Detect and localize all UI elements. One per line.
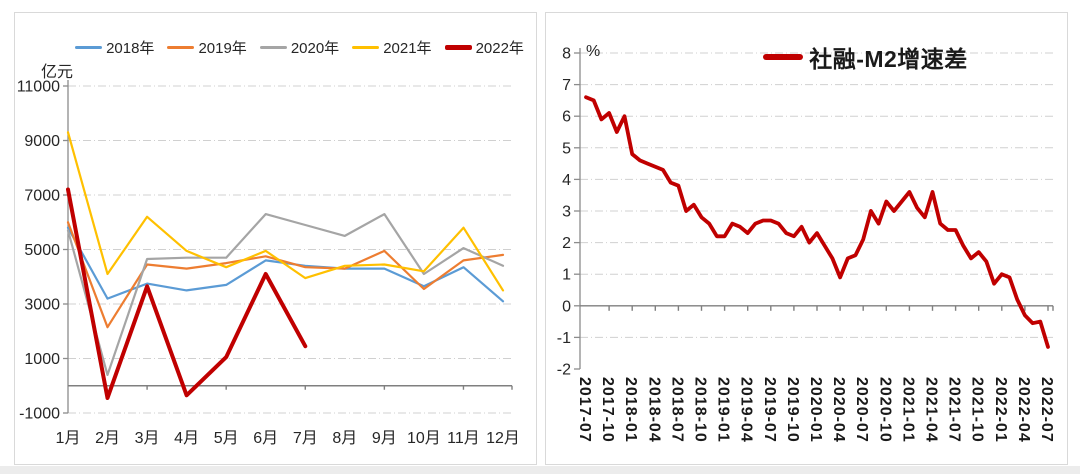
svg-text:-1: -1 xyxy=(557,330,571,347)
svg-text:9月: 9月 xyxy=(372,430,397,447)
svg-text:2017-07: 2017-07 xyxy=(576,377,593,443)
svg-text:2021-10: 2021-10 xyxy=(969,377,986,443)
series-line-2022年 xyxy=(66,187,308,400)
left-gridlines xyxy=(68,85,512,414)
svg-text:8: 8 xyxy=(562,46,571,63)
svg-text:6: 6 xyxy=(562,109,571,126)
right-y-tick-labels: 8 7 6 5 4 3 2 1 0 -1 -2 xyxy=(557,46,571,379)
svg-text:2020-07: 2020-07 xyxy=(853,377,870,443)
svg-text:5000: 5000 xyxy=(24,242,60,259)
svg-text:7月: 7月 xyxy=(293,430,318,447)
svg-text:2018-10: 2018-10 xyxy=(692,377,709,443)
svg-text:4月: 4月 xyxy=(174,430,199,447)
svg-text:5: 5 xyxy=(562,140,571,157)
svg-text:2019-04: 2019-04 xyxy=(738,377,755,443)
legend-label: 2021年 xyxy=(383,40,432,57)
series-line-社融-M2增速差 xyxy=(584,95,1050,349)
svg-text:2月: 2月 xyxy=(95,430,120,447)
legend-label: 2018年 xyxy=(106,40,155,57)
svg-text:0: 0 xyxy=(562,298,571,315)
legend-item: 2019年 xyxy=(167,37,247,58)
right-y-axis-unit-label: % xyxy=(586,43,601,60)
svg-text:2018-01: 2018-01 xyxy=(622,377,639,443)
legend-label: 2020年 xyxy=(290,40,340,57)
legend-label: 社融-M2增速差 xyxy=(809,46,968,72)
svg-text:5月: 5月 xyxy=(214,430,239,447)
svg-text:1000: 1000 xyxy=(24,351,60,368)
legend-item: 2018年 xyxy=(75,37,154,58)
svg-text:2019-10: 2019-10 xyxy=(784,377,801,443)
svg-text:2021-01: 2021-01 xyxy=(899,377,916,443)
svg-text:2020-04: 2020-04 xyxy=(830,377,847,443)
left-chart-legend: 2018年 2019年 2020年 2021年 2022年 xyxy=(15,37,536,58)
svg-text:2018-07: 2018-07 xyxy=(668,377,685,443)
legend-line-swatch xyxy=(167,46,195,49)
left-line-chart: 11000 9000 7000 5000 3000 1000 -1000 1月 2月 3月 4月 5月… xyxy=(17,79,520,448)
bottom-strip xyxy=(0,466,1080,474)
svg-text:1月: 1月 xyxy=(56,430,81,447)
svg-text:-1000: -1000 xyxy=(19,406,60,423)
svg-text:2: 2 xyxy=(562,235,571,252)
svg-text:1: 1 xyxy=(562,267,571,284)
svg-text:9000: 9000 xyxy=(24,133,60,150)
svg-text:7000: 7000 xyxy=(24,188,60,205)
svg-text:10月: 10月 xyxy=(407,430,441,447)
svg-text:6月: 6月 xyxy=(253,430,278,447)
legend-item: 2021年 xyxy=(352,37,432,58)
right-x-tick-labels: 2017-07 2017-10 2018-01 2018-04 2018-07 2018-… xyxy=(576,377,1055,443)
svg-text:2017-10: 2017-10 xyxy=(599,377,616,443)
svg-text:2020-01: 2020-01 xyxy=(807,377,824,443)
right-chart-legend: 社融-M2增速差 xyxy=(546,40,1067,74)
right-line-chart: 8 7 6 5 4 3 2 1 0 -1 -2 2017-07 2017-10 2018-01 2018-0… xyxy=(557,46,1055,443)
svg-text:2022-01: 2022-01 xyxy=(992,377,1009,443)
svg-text:2018-04: 2018-04 xyxy=(645,377,662,443)
svg-text:11000: 11000 xyxy=(17,79,60,96)
right-chart-panel: 社融-M2增速差 % 8 7 6 5 4 3 2 1 0 -1 -2 2017-07 2017-10 20… xyxy=(545,12,1068,465)
svg-text:7: 7 xyxy=(562,77,571,94)
left-x-tick-labels: 1月 2月 3月 4月 5月 6月 7月 8月 9月 10月 11月 12月 xyxy=(56,430,520,447)
legend-item: 2020年 xyxy=(259,37,340,58)
legend-line-swatch xyxy=(75,46,103,49)
svg-text:2020-10: 2020-10 xyxy=(876,377,893,443)
left-y-axis xyxy=(63,80,69,414)
svg-text:2022-07: 2022-07 xyxy=(1038,377,1055,443)
svg-text:3月: 3月 xyxy=(135,430,160,447)
svg-text:2022-04: 2022-04 xyxy=(1015,377,1032,443)
series-line-2020年 xyxy=(66,213,505,376)
svg-text:12月: 12月 xyxy=(486,430,520,447)
svg-text:11月: 11月 xyxy=(447,430,480,447)
svg-text:2021-04: 2021-04 xyxy=(923,377,940,443)
svg-text:3000: 3000 xyxy=(24,297,60,314)
legend-line-swatch xyxy=(444,45,472,50)
legend-line-swatch xyxy=(259,46,287,49)
legend-label: 2019年 xyxy=(198,40,247,57)
svg-text:4: 4 xyxy=(562,172,571,189)
svg-text:2021-07: 2021-07 xyxy=(946,377,963,443)
left-y-axis-unit-label: 亿元 xyxy=(41,64,74,81)
svg-text:8月: 8月 xyxy=(332,430,357,447)
left-chart-panel: 2018年 2019年 2020年 2021年 2022年 亿元 11000 9000 70… xyxy=(14,12,537,465)
svg-text:3: 3 xyxy=(562,204,571,221)
svg-text:2019-01: 2019-01 xyxy=(715,377,732,443)
legend-label: 2022年 xyxy=(475,40,524,57)
svg-text:-2: -2 xyxy=(557,362,571,379)
series-line-2021年 xyxy=(66,131,505,292)
right-x-axis xyxy=(580,305,1054,311)
legend-item: 2022年 xyxy=(444,37,524,58)
legend-line-swatch xyxy=(763,54,804,60)
svg-text:2019-07: 2019-07 xyxy=(761,377,778,443)
legend-item: 社融-M2增速差 xyxy=(763,40,968,74)
left-x-axis xyxy=(68,385,513,390)
right-gridlines xyxy=(580,52,1053,338)
legend-line-swatch xyxy=(352,46,380,49)
left-y-tick-labels: 11000 9000 7000 5000 3000 1000 -1000 xyxy=(17,79,60,423)
right-y-axis xyxy=(574,48,581,370)
